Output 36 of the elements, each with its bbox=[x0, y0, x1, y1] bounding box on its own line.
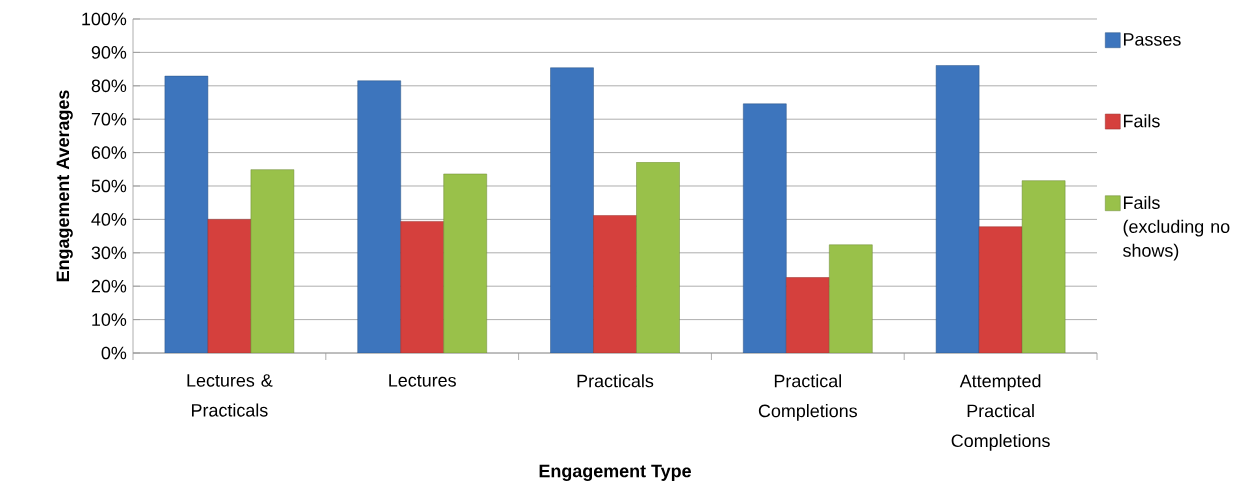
bar bbox=[786, 277, 830, 353]
y-tick-label: 60% bbox=[91, 146, 127, 159]
bar bbox=[636, 162, 680, 353]
bar bbox=[443, 173, 487, 353]
bar bbox=[207, 219, 252, 353]
x-tick-label: Lectures bbox=[389, 374, 456, 387]
y-axis-title: Engagement Averages bbox=[56, 90, 73, 282]
x-tick-label: Practical Completions bbox=[758, 374, 857, 421]
x-axis-title: Engagement Type bbox=[539, 464, 691, 481]
y-tick-label: 10% bbox=[92, 313, 127, 326]
x-tick-label: Practicals bbox=[577, 374, 654, 388]
y-tick-label: 50% bbox=[91, 179, 127, 193]
bar bbox=[1021, 180, 1066, 353]
y-tick-label: 0% bbox=[101, 346, 127, 360]
legend-label: Fails bbox=[1123, 114, 1160, 128]
bar bbox=[164, 75, 209, 353]
y-tick-label: 40% bbox=[91, 213, 127, 226]
bar bbox=[743, 103, 787, 353]
bar bbox=[593, 215, 637, 353]
bar bbox=[935, 65, 980, 353]
y-tick-label: 80% bbox=[91, 79, 127, 93]
y-tick-label: 20% bbox=[91, 279, 127, 293]
bar bbox=[357, 80, 401, 353]
bar bbox=[978, 226, 1023, 353]
bar bbox=[829, 244, 873, 353]
bar bbox=[400, 221, 444, 353]
legend-label: Fails (excluding no shows) bbox=[1123, 195, 1230, 261]
legend-label: Passes bbox=[1123, 33, 1181, 46]
bar bbox=[550, 67, 594, 353]
y-tick-label: 30% bbox=[91, 246, 127, 260]
x-tick-label: Lectures & Practicals bbox=[187, 374, 273, 417]
y-tick-label: 90% bbox=[91, 46, 127, 59]
y-tick-label: 100% bbox=[82, 12, 127, 26]
y-tick-label: 70% bbox=[91, 112, 127, 126]
x-tick-label: Attempted Practical Completions bbox=[951, 374, 1050, 451]
bar bbox=[250, 169, 295, 353]
